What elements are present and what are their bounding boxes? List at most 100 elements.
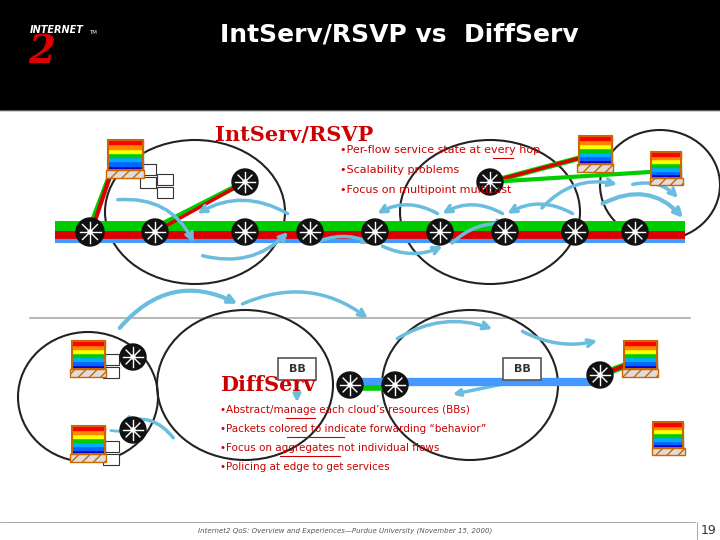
Bar	[652, 448, 685, 455]
Bar	[578, 152, 611, 156]
Text: •Packets colored to indicate forwarding “behavior”: •Packets colored to indicate forwarding …	[220, 424, 486, 434]
FancyArrowPatch shape	[120, 291, 233, 328]
FancyArrowPatch shape	[294, 383, 300, 399]
Circle shape	[232, 219, 258, 245]
Bar	[71, 442, 104, 446]
Circle shape	[622, 219, 648, 245]
Bar	[107, 140, 143, 144]
Bar	[578, 160, 611, 164]
Text: INTERNET: INTERNET	[30, 25, 84, 35]
Bar	[651, 167, 681, 171]
FancyArrowPatch shape	[118, 199, 192, 239]
FancyArrowPatch shape	[312, 237, 369, 244]
Circle shape	[243, 180, 247, 184]
Bar	[653, 433, 683, 437]
Bar	[107, 161, 143, 166]
Circle shape	[427, 219, 453, 245]
Circle shape	[492, 219, 518, 245]
Bar	[107, 153, 143, 157]
Bar	[0, 0, 720, 110]
Text: 19: 19	[701, 524, 717, 537]
Bar	[71, 341, 104, 369]
FancyArrowPatch shape	[381, 205, 438, 214]
FancyArrowPatch shape	[633, 183, 675, 195]
Circle shape	[337, 372, 363, 398]
Circle shape	[382, 372, 408, 398]
FancyArrowPatch shape	[397, 321, 489, 339]
Bar	[140, 164, 156, 175]
Bar	[71, 357, 104, 361]
Text: 2: 2	[28, 33, 55, 71]
Circle shape	[297, 219, 323, 245]
FancyArrowPatch shape	[523, 332, 593, 346]
Bar	[71, 341, 104, 345]
Bar	[71, 426, 104, 430]
Bar	[624, 353, 657, 357]
Circle shape	[131, 428, 135, 432]
Circle shape	[562, 219, 588, 245]
FancyArrowPatch shape	[446, 205, 503, 214]
Circle shape	[438, 230, 442, 234]
Bar	[107, 148, 143, 153]
FancyArrowPatch shape	[111, 429, 127, 435]
Bar	[653, 444, 683, 448]
Text: •Scalability problems: •Scalability problems	[340, 165, 459, 175]
Circle shape	[598, 373, 602, 377]
Text: IntServ/RSVP: IntServ/RSVP	[215, 125, 373, 145]
Bar	[71, 349, 104, 353]
Bar	[653, 422, 683, 448]
Bar	[157, 187, 173, 198]
Bar	[157, 174, 173, 185]
Text: Internet2 QoS: Overview and Experiences—Purdue University (November 15, 2000): Internet2 QoS: Overview and Experiences—…	[198, 528, 492, 534]
Text: •Per-flow service state at every hop: •Per-flow service state at every hop	[340, 145, 540, 155]
Bar	[622, 369, 658, 377]
Circle shape	[573, 230, 577, 234]
Bar	[651, 171, 681, 174]
Circle shape	[393, 383, 397, 387]
Bar	[71, 446, 104, 450]
Bar	[71, 353, 104, 357]
FancyArrowPatch shape	[452, 220, 503, 243]
Bar	[503, 358, 541, 380]
Bar	[107, 157, 143, 161]
Bar	[651, 163, 681, 167]
Text: IntServ/RSVP vs  DiffServ: IntServ/RSVP vs DiffServ	[220, 23, 579, 47]
Bar	[103, 441, 119, 452]
Bar	[140, 177, 156, 188]
Bar	[577, 164, 613, 172]
Bar	[653, 422, 683, 426]
Bar	[653, 429, 683, 433]
Bar	[71, 426, 104, 454]
FancyArrowPatch shape	[510, 204, 572, 214]
FancyArrowPatch shape	[203, 235, 285, 259]
Circle shape	[477, 169, 503, 195]
Bar	[651, 156, 681, 159]
Bar	[71, 430, 104, 434]
FancyArrowPatch shape	[243, 292, 364, 316]
Bar	[71, 361, 104, 365]
Bar	[578, 140, 611, 144]
Circle shape	[348, 383, 352, 387]
Text: TM: TM	[89, 30, 97, 36]
FancyArrowPatch shape	[603, 194, 680, 214]
Bar	[624, 357, 657, 361]
Circle shape	[308, 230, 312, 234]
Circle shape	[232, 169, 258, 195]
Bar	[107, 144, 143, 148]
Text: BB: BB	[513, 364, 531, 374]
Circle shape	[142, 219, 168, 245]
Bar	[624, 341, 657, 369]
FancyArrowPatch shape	[201, 200, 287, 214]
Bar	[70, 369, 106, 377]
Bar	[71, 450, 104, 454]
FancyArrowPatch shape	[111, 355, 127, 361]
Circle shape	[153, 230, 157, 234]
Bar	[106, 170, 144, 178]
Text: DiffServ: DiffServ	[220, 375, 315, 395]
Bar	[278, 358, 316, 380]
Bar	[624, 365, 657, 369]
FancyArrowPatch shape	[382, 246, 439, 254]
Bar	[624, 361, 657, 365]
Bar	[578, 136, 611, 140]
Text: •Abstract/manage each cloud’s resources (BBs): •Abstract/manage each cloud’s resources …	[220, 405, 470, 415]
